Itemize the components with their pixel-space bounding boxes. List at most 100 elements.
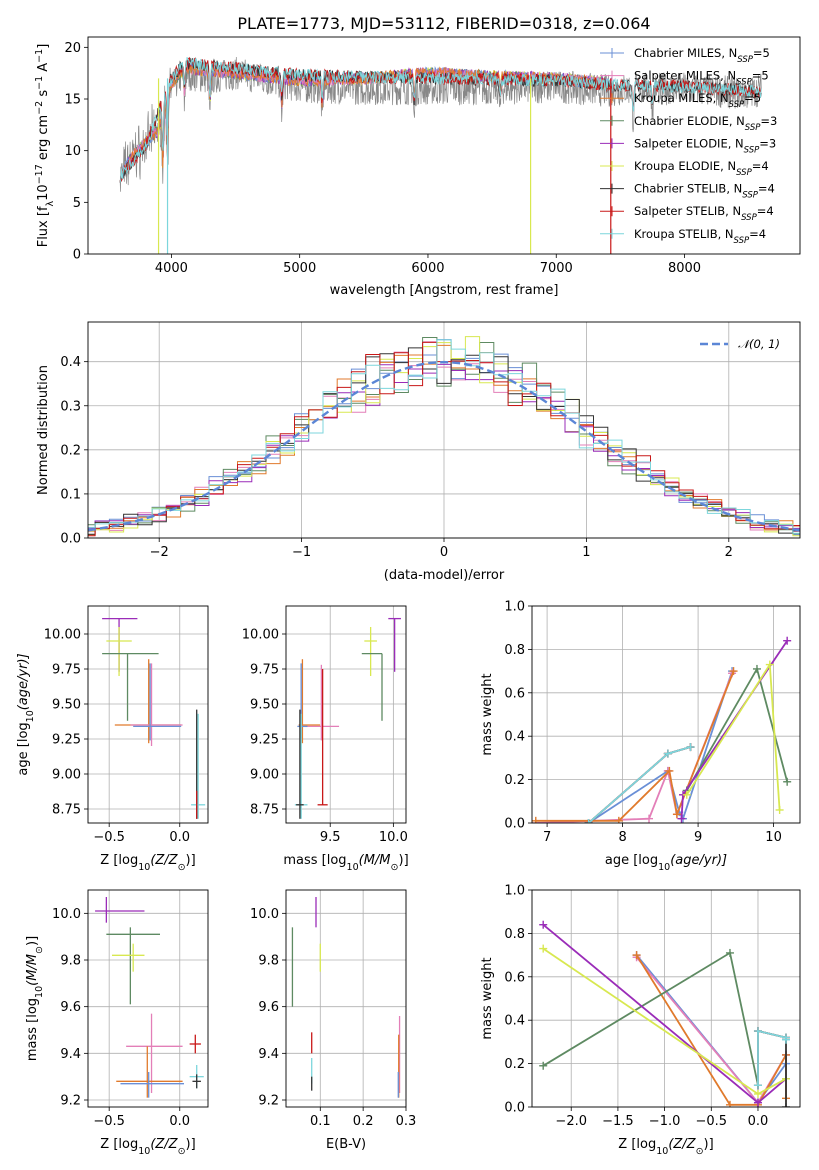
x-axis-label-part: 10 — [656, 1146, 668, 1157]
legend-normal: 𝒩(0, 1) — [738, 337, 780, 351]
axes-frame — [87, 321, 801, 539]
y-tick-label: 9.00 — [250, 768, 279, 783]
y-tick-label: 0 — [73, 248, 81, 263]
legend-entry-sub: SSP — [736, 78, 752, 88]
x-axis-label-part: age [log — [605, 853, 658, 868]
legend-entry-name: Salpeter STELIB, N — [634, 204, 741, 218]
x-axis-label-part: mass [log — [283, 853, 346, 868]
y-axis-label-part: mass [log — [25, 998, 40, 1061]
y-axis-label: mass [log10(M/M⊙)] — [25, 936, 45, 1061]
y-tick-label: 9.2 — [60, 1094, 81, 1109]
legend-entry-suffix: =3 — [760, 114, 777, 128]
x-tick-label: 0.3 — [396, 1114, 417, 1129]
figure-title: PLATE=1773, MJD=53112, FIBERID=0318, z=0… — [237, 14, 650, 33]
legend-entry: Salpeter MILES, NSSP=5 — [634, 69, 769, 88]
x-tick-label: −2 — [150, 545, 169, 560]
x-tick-label: 9.5 — [320, 830, 341, 845]
mass_vs_ebv-panel: 0.1 0.2 0.3 9.2 9.4 9.6 9.8 10.0 E(B-V) — [250, 889, 417, 1152]
legend-entry-sub: SSP — [742, 191, 758, 201]
y-tick-label: 5 — [73, 196, 81, 211]
legend-entry-suffix: =4 — [752, 159, 769, 173]
y-tick-label: 0.2 — [60, 443, 81, 458]
y-tick-label: 0.2 — [504, 1057, 525, 1072]
y-axis-label-part: 10 — [25, 710, 36, 722]
y-tick-label: 10.0 — [52, 907, 81, 922]
axes-frame — [87, 36, 801, 255]
y-axis-label-part: λ — [45, 200, 56, 206]
x-tick-label: 10.0 — [379, 830, 408, 845]
x-axis-label-part: ⊙ — [178, 862, 186, 873]
legend-entry-sub: SSP — [745, 123, 761, 133]
x-tick-label: −0.5 — [93, 1114, 125, 1129]
y-tick-label: 0.4 — [504, 1014, 525, 1029]
residuals-panel: −2 −1 0 1 2 0.0 0.1 0.2 0.3 0.4 𝒩(0, 1) (data-model… — [36, 321, 801, 583]
y-axis-label-part: (age/yr)] — [16, 653, 31, 710]
y-axis-label-part: 10 — [36, 184, 51, 201]
legend-entry-suffix: =4 — [749, 227, 766, 241]
axes-frame — [531, 889, 801, 1108]
normal-curve — [88, 360, 800, 532]
legend-entry: Salpeter ELODIE, NSSP=3 — [634, 136, 776, 155]
legend-entry: Chabrier STELIB, NSSP=4 — [634, 182, 775, 201]
y-tick-label: 0.0 — [60, 532, 81, 547]
y-tick-label: 10 — [64, 144, 81, 159]
legend-entry-suffix: =5 — [753, 46, 770, 60]
y-tick-label: 9.50 — [250, 698, 279, 713]
legend-entry-suffix: =4 — [757, 204, 774, 218]
y-tick-label: 9.75 — [250, 663, 279, 678]
series-line-chabrier_miles — [588, 670, 733, 823]
x-tick-label: 7000 — [540, 261, 573, 276]
series-line-kroupa_miles — [535, 670, 735, 822]
spectrum-lines — [119, 56, 762, 254]
axes-frame — [87, 605, 209, 824]
axes-frame — [531, 605, 801, 824]
y-tick-label: 9.8 — [258, 954, 279, 969]
legend-entry: Kroupa ELODIE, NSSP=4 — [634, 159, 769, 178]
x-axis-label-part: ⊙ — [696, 1146, 704, 1157]
y-axis-label-part: s — [36, 90, 51, 101]
massweight_vs_Z-panel: −2.0 −1.5 −1.0 −0.5 0.0 0.0 0.2 0.4 0.6 0.8 1.0 Z [… — [480, 884, 801, 1157]
y-tick-label: 9.4 — [258, 1047, 279, 1062]
y-tick-label: 9.6 — [258, 1000, 279, 1015]
x-tick-label: 6000 — [411, 261, 444, 276]
mass_vs_Z-panel: −0.5 0.09.29.49.69.810.0Z [log10(Z/Z⊙)]ma… — [25, 889, 209, 1157]
legend-entry: Kroupa MILES, NSSP=5 — [634, 91, 761, 110]
y-tick-label: 9.8 — [60, 954, 81, 969]
legend-entry: Salpeter STELIB, NSSP=4 — [634, 204, 774, 223]
x-axis-label: Z [log10(Z/Z⊙)] — [100, 1137, 195, 1157]
x-tick-label: 0.0 — [169, 830, 190, 845]
x-tick-label: 8 — [618, 830, 626, 845]
errorbars — [291, 897, 401, 1098]
legend-entry-name: Kroupa MILES, N — [634, 91, 729, 105]
y-tick-label: 8.75 — [52, 803, 81, 818]
legend-entry-name: Kroupa ELODIE, N — [634, 159, 736, 173]
x-tick-label: −1.5 — [602, 1114, 634, 1129]
x-axis-label-part: ⊙ — [391, 862, 399, 873]
y-tick-label: 20 — [64, 41, 81, 56]
x-tick-label: 0 — [440, 545, 448, 560]
y-tick-label: 0.0 — [504, 1101, 525, 1116]
x-tick-label: 9 — [694, 830, 702, 845]
y-tick-label: 15 — [64, 93, 81, 108]
y-tick-label: 1.0 — [504, 884, 525, 899]
y-tick-label: 0.1 — [60, 487, 81, 502]
y-tick-label: 9.25 — [52, 733, 81, 748]
errorbars — [95, 897, 204, 1098]
x-axis-label-part: 10 — [138, 862, 150, 873]
x-tick-label: 0.1 — [310, 1114, 331, 1129]
y-tick-label: 9.4 — [60, 1047, 81, 1062]
y-tick-label: 9.00 — [52, 768, 81, 783]
x-tick-label: 0.0 — [169, 1114, 190, 1129]
series-lines — [532, 636, 792, 823]
spectrum-model-kroupa_stelib — [119, 56, 762, 183]
y-tick-label: 0.4 — [60, 355, 81, 370]
x-axis-label-part: )] — [186, 853, 196, 868]
y-axis-label-part: ⊙ — [34, 946, 45, 954]
x-tick-label: 0.0 — [748, 1114, 769, 1129]
y-tick-label: 0.2 — [504, 773, 525, 788]
x-tick-label: 10 — [765, 830, 782, 845]
